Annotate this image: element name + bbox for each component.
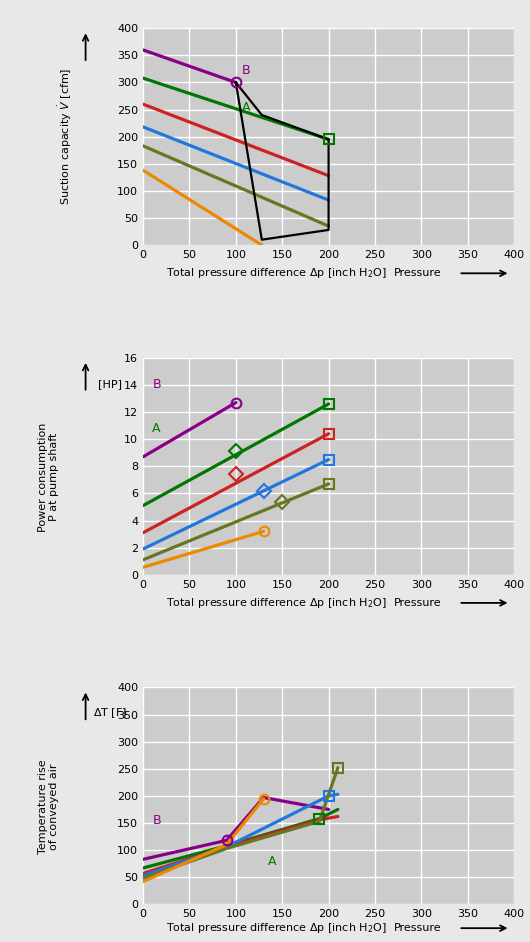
Text: Total pressure difference $\Delta$p [inch H$_2$O]: Total pressure difference $\Delta$p [inc… (166, 267, 387, 281)
Text: B: B (153, 814, 161, 827)
Text: A: A (153, 422, 161, 435)
Text: B: B (153, 378, 161, 391)
Text: Power consumption
P at pump shaft: Power consumption P at pump shaft (38, 422, 59, 532)
Text: Total pressure difference $\Delta$p [inch H$_2$O]: Total pressure difference $\Delta$p [inc… (166, 921, 387, 935)
Text: A: A (268, 855, 277, 869)
Text: Pressure: Pressure (394, 268, 441, 278)
Text: Suction capacity $\dot{V}$ [cfm]: Suction capacity $\dot{V}$ [cfm] (57, 68, 74, 205)
Text: Temperature rise
of conveyed air: Temperature rise of conveyed air (38, 759, 59, 854)
Text: B: B (242, 64, 250, 77)
Text: Pressure: Pressure (394, 923, 441, 934)
Text: A: A (242, 101, 250, 114)
Text: $\Delta$T [F]: $\Delta$T [F] (93, 706, 127, 721)
Text: Pressure: Pressure (394, 598, 441, 608)
Text: [HP]: [HP] (98, 379, 122, 389)
Text: Total pressure difference $\Delta$p [inch H$_2$O]: Total pressure difference $\Delta$p [inc… (166, 596, 387, 609)
